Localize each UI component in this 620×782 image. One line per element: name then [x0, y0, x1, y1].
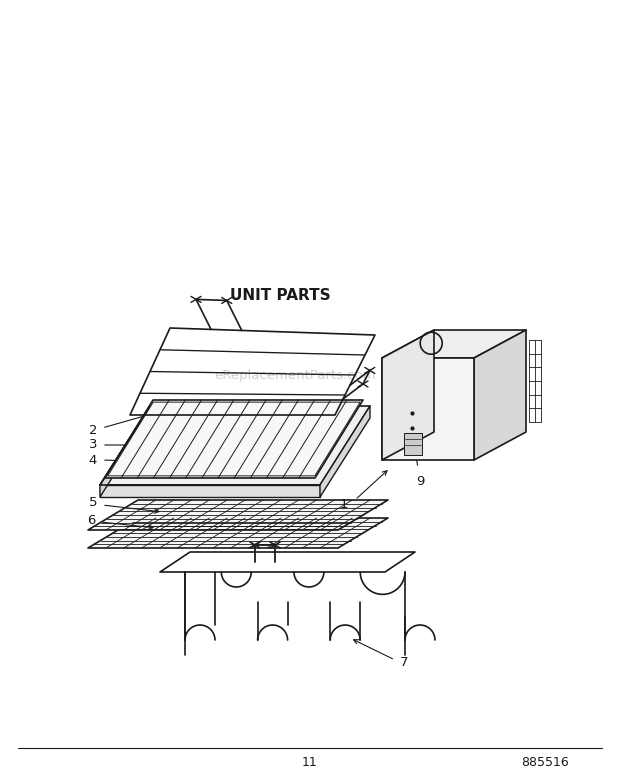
Text: 885516: 885516 — [521, 755, 569, 769]
Polygon shape — [100, 485, 320, 497]
Text: 2: 2 — [89, 424, 97, 436]
Polygon shape — [88, 500, 388, 530]
Text: 7: 7 — [400, 657, 409, 669]
Text: 9: 9 — [416, 475, 424, 488]
Polygon shape — [105, 400, 363, 478]
Polygon shape — [382, 358, 474, 460]
Polygon shape — [404, 433, 422, 455]
Text: 4: 4 — [89, 454, 97, 467]
Text: 5: 5 — [89, 497, 97, 510]
Text: UNIT PARTS: UNIT PARTS — [229, 288, 330, 303]
Polygon shape — [320, 406, 370, 497]
Polygon shape — [474, 330, 526, 460]
Polygon shape — [88, 518, 388, 548]
Text: 1: 1 — [340, 497, 348, 511]
Text: 3: 3 — [89, 439, 97, 451]
Text: 6: 6 — [87, 514, 95, 526]
Text: 11: 11 — [302, 755, 318, 769]
Polygon shape — [100, 406, 370, 485]
Text: eReplacementParts.com: eReplacementParts.com — [215, 368, 376, 382]
Polygon shape — [382, 330, 526, 358]
Polygon shape — [100, 406, 150, 497]
Polygon shape — [382, 330, 434, 460]
